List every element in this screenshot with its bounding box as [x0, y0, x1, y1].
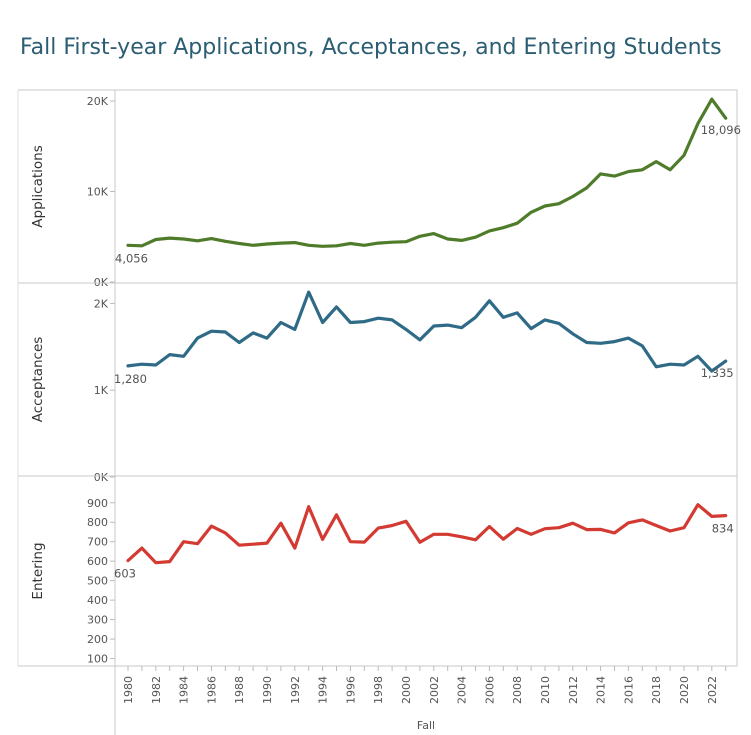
- entering-y-tick-label: 200: [87, 633, 108, 646]
- entering-y-axis-label: Entering: [30, 542, 46, 599]
- x-tick-label: 2000: [400, 676, 413, 704]
- entering-y-tick-label: 400: [87, 594, 108, 607]
- x-tick-label: 2018: [650, 676, 663, 704]
- acceptances-end-label: 1,335: [701, 366, 734, 380]
- x-tick-label: 1992: [289, 676, 302, 704]
- entering-y-tick-label: 800: [87, 516, 108, 529]
- applications-start-label: 4,056: [115, 251, 148, 265]
- x-tick-label: 2006: [483, 676, 496, 704]
- x-tick-label: 2004: [456, 676, 469, 704]
- entering-start-label: 603: [114, 567, 136, 581]
- applications-y-axis-label: Applications: [30, 145, 46, 227]
- x-tick-label: 1980: [122, 676, 135, 704]
- acceptances-y-tick-label: 0K: [94, 471, 109, 484]
- acceptances-y-tick-label: 1K: [94, 384, 109, 397]
- x-tick-label: 2012: [567, 676, 580, 704]
- x-tick-label: 1994: [317, 676, 330, 704]
- entering-y-tick-label: 300: [87, 614, 108, 627]
- x-tick-label: 1990: [261, 676, 274, 704]
- applications-series-line: [126, 97, 728, 248]
- x-tick-label: 2020: [678, 676, 691, 704]
- x-tick-label: 1988: [233, 676, 246, 704]
- x-tick-label: 2014: [595, 676, 608, 704]
- x-tick-label: 1984: [178, 676, 191, 704]
- applications-y-tick-label: 10K: [87, 186, 109, 199]
- x-tick-label: 2008: [511, 676, 524, 704]
- x-tick-label: 1998: [372, 676, 385, 704]
- entering-y-tick-label: 700: [87, 536, 108, 549]
- x-tick-label: 2022: [706, 676, 719, 704]
- entering-y-tick-label: 900: [87, 497, 108, 510]
- x-tick-label: 2010: [539, 676, 552, 704]
- acceptances-series-line: [126, 290, 728, 373]
- applications-y-tick-label: 20K: [87, 95, 109, 108]
- x-tick-label: 2002: [428, 676, 441, 704]
- acceptances-start-label: 1,280: [114, 372, 147, 386]
- x-tick-label: 1986: [205, 676, 218, 704]
- applications-end-label: 18,096: [701, 123, 741, 137]
- x-tick-label: 1996: [344, 676, 357, 704]
- x-tick-label: 1982: [150, 676, 163, 704]
- x-tick-label: 2016: [622, 676, 635, 704]
- acceptances-y-axis-label: Acceptances: [30, 337, 46, 423]
- entering-y-tick-label: 600: [87, 555, 108, 568]
- chart-title: Fall First-year Applications, Acceptance…: [20, 35, 722, 60]
- entering-series-line: [126, 503, 728, 565]
- entering-end-label: 834: [712, 522, 734, 536]
- entering-y-tick-label: 500: [87, 575, 108, 588]
- entering-y-tick-label: 100: [87, 653, 108, 666]
- x-axis-label: Fall: [417, 719, 435, 732]
- acceptances-y-tick-label: 2K: [94, 297, 109, 310]
